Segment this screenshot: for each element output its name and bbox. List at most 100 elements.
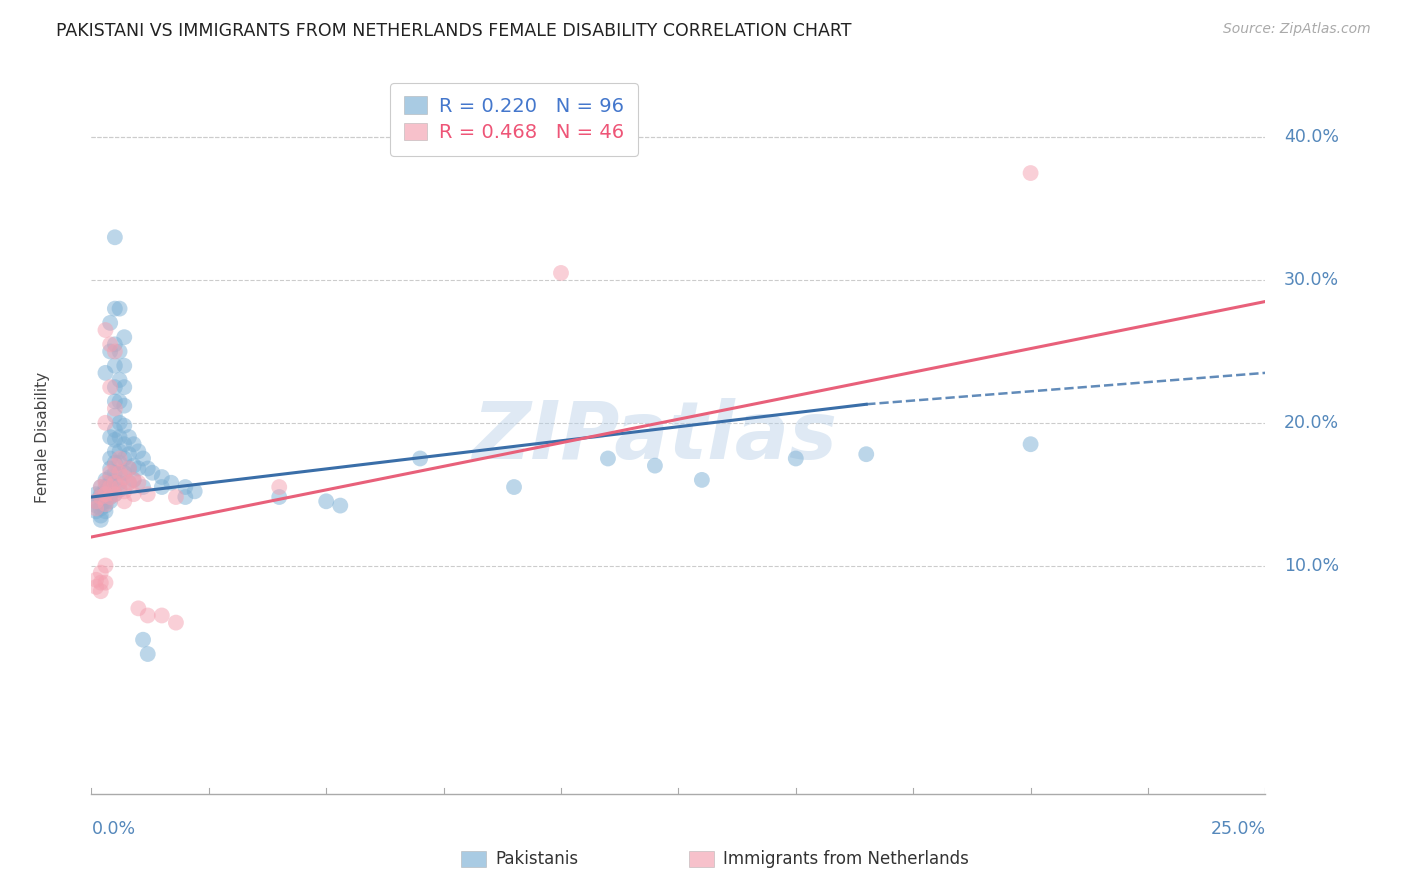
Point	[104, 401, 127, 416]
Point	[108, 444, 131, 458]
Point	[94, 475, 117, 490]
Point	[98, 483, 121, 497]
Point	[94, 558, 117, 573]
Point	[112, 437, 135, 451]
Point	[108, 344, 131, 359]
Point	[104, 444, 127, 458]
Point	[98, 470, 121, 484]
Point	[94, 575, 117, 590]
Point	[118, 461, 141, 475]
Point	[104, 456, 127, 470]
Point	[98, 337, 121, 351]
Point	[108, 483, 131, 497]
Point	[127, 601, 149, 615]
Point	[108, 466, 131, 480]
Point	[94, 473, 117, 487]
Point	[84, 504, 107, 518]
Point	[94, 490, 117, 504]
Point	[90, 566, 112, 580]
Point	[108, 480, 131, 494]
Point	[108, 466, 131, 480]
Point	[112, 330, 135, 344]
Point	[132, 451, 155, 466]
Point	[108, 451, 131, 466]
Point	[132, 632, 155, 647]
Point	[104, 394, 127, 409]
Point	[98, 430, 121, 444]
Point	[98, 344, 121, 359]
Point	[104, 359, 127, 373]
Point	[165, 615, 187, 630]
Point	[104, 458, 127, 473]
Text: Immigrants from Netherlands: Immigrants from Netherlands	[723, 850, 969, 868]
Point	[84, 494, 107, 508]
Point	[329, 499, 352, 513]
Point	[1019, 437, 1042, 451]
Point	[136, 608, 159, 623]
Point	[118, 447, 141, 461]
Point	[104, 301, 127, 316]
Point	[84, 487, 107, 501]
Point	[84, 494, 107, 508]
Point	[90, 490, 112, 504]
Point	[108, 475, 131, 490]
Point	[160, 475, 183, 490]
Point	[90, 584, 112, 599]
Point	[118, 475, 141, 490]
Point	[94, 480, 117, 494]
Point	[94, 494, 117, 508]
Point	[141, 466, 163, 480]
Text: PAKISTANI VS IMMIGRANTS FROM NETHERLANDS FEMALE DISABILITY CORRELATION CHART: PAKISTANI VS IMMIGRANTS FROM NETHERLANDS…	[56, 22, 852, 40]
Point	[112, 399, 135, 413]
Point	[108, 416, 131, 430]
Point	[108, 456, 131, 470]
Bar	[689, 851, 714, 867]
Point	[150, 470, 173, 484]
Point	[104, 423, 127, 437]
Point	[112, 470, 135, 484]
Point	[94, 499, 117, 513]
Point	[104, 475, 127, 490]
Point	[112, 451, 135, 466]
Point	[94, 497, 117, 511]
Point	[98, 494, 121, 508]
Point	[132, 480, 155, 494]
Point	[94, 366, 117, 380]
Point	[550, 266, 572, 280]
Point	[90, 487, 112, 501]
Point	[98, 475, 121, 490]
Point	[112, 418, 135, 433]
Point	[104, 433, 127, 447]
Text: Source: ZipAtlas.com: Source: ZipAtlas.com	[1223, 22, 1371, 37]
Text: 10.0%: 10.0%	[1284, 557, 1340, 574]
Point	[90, 480, 112, 494]
Point	[136, 487, 159, 501]
Point	[122, 473, 145, 487]
Point	[174, 490, 197, 504]
Point	[122, 458, 145, 473]
Point	[127, 444, 149, 458]
Point	[98, 316, 121, 330]
Point	[90, 497, 112, 511]
Point	[165, 490, 187, 504]
Point	[108, 373, 131, 387]
Point	[90, 490, 112, 504]
Point	[98, 451, 121, 466]
Point	[94, 484, 117, 499]
Point	[122, 437, 145, 451]
Point	[1019, 166, 1042, 180]
Point	[112, 484, 135, 499]
Text: 30.0%: 30.0%	[1284, 271, 1340, 289]
Point	[112, 466, 135, 480]
Point	[269, 490, 291, 504]
Point	[690, 473, 713, 487]
Point	[108, 394, 131, 409]
Text: Female Disability: Female Disability	[35, 371, 49, 503]
Point	[112, 359, 135, 373]
Point	[90, 513, 112, 527]
Point	[84, 499, 107, 513]
Point	[98, 490, 121, 504]
Point	[150, 608, 173, 623]
Point	[785, 451, 807, 466]
Point	[90, 575, 112, 590]
